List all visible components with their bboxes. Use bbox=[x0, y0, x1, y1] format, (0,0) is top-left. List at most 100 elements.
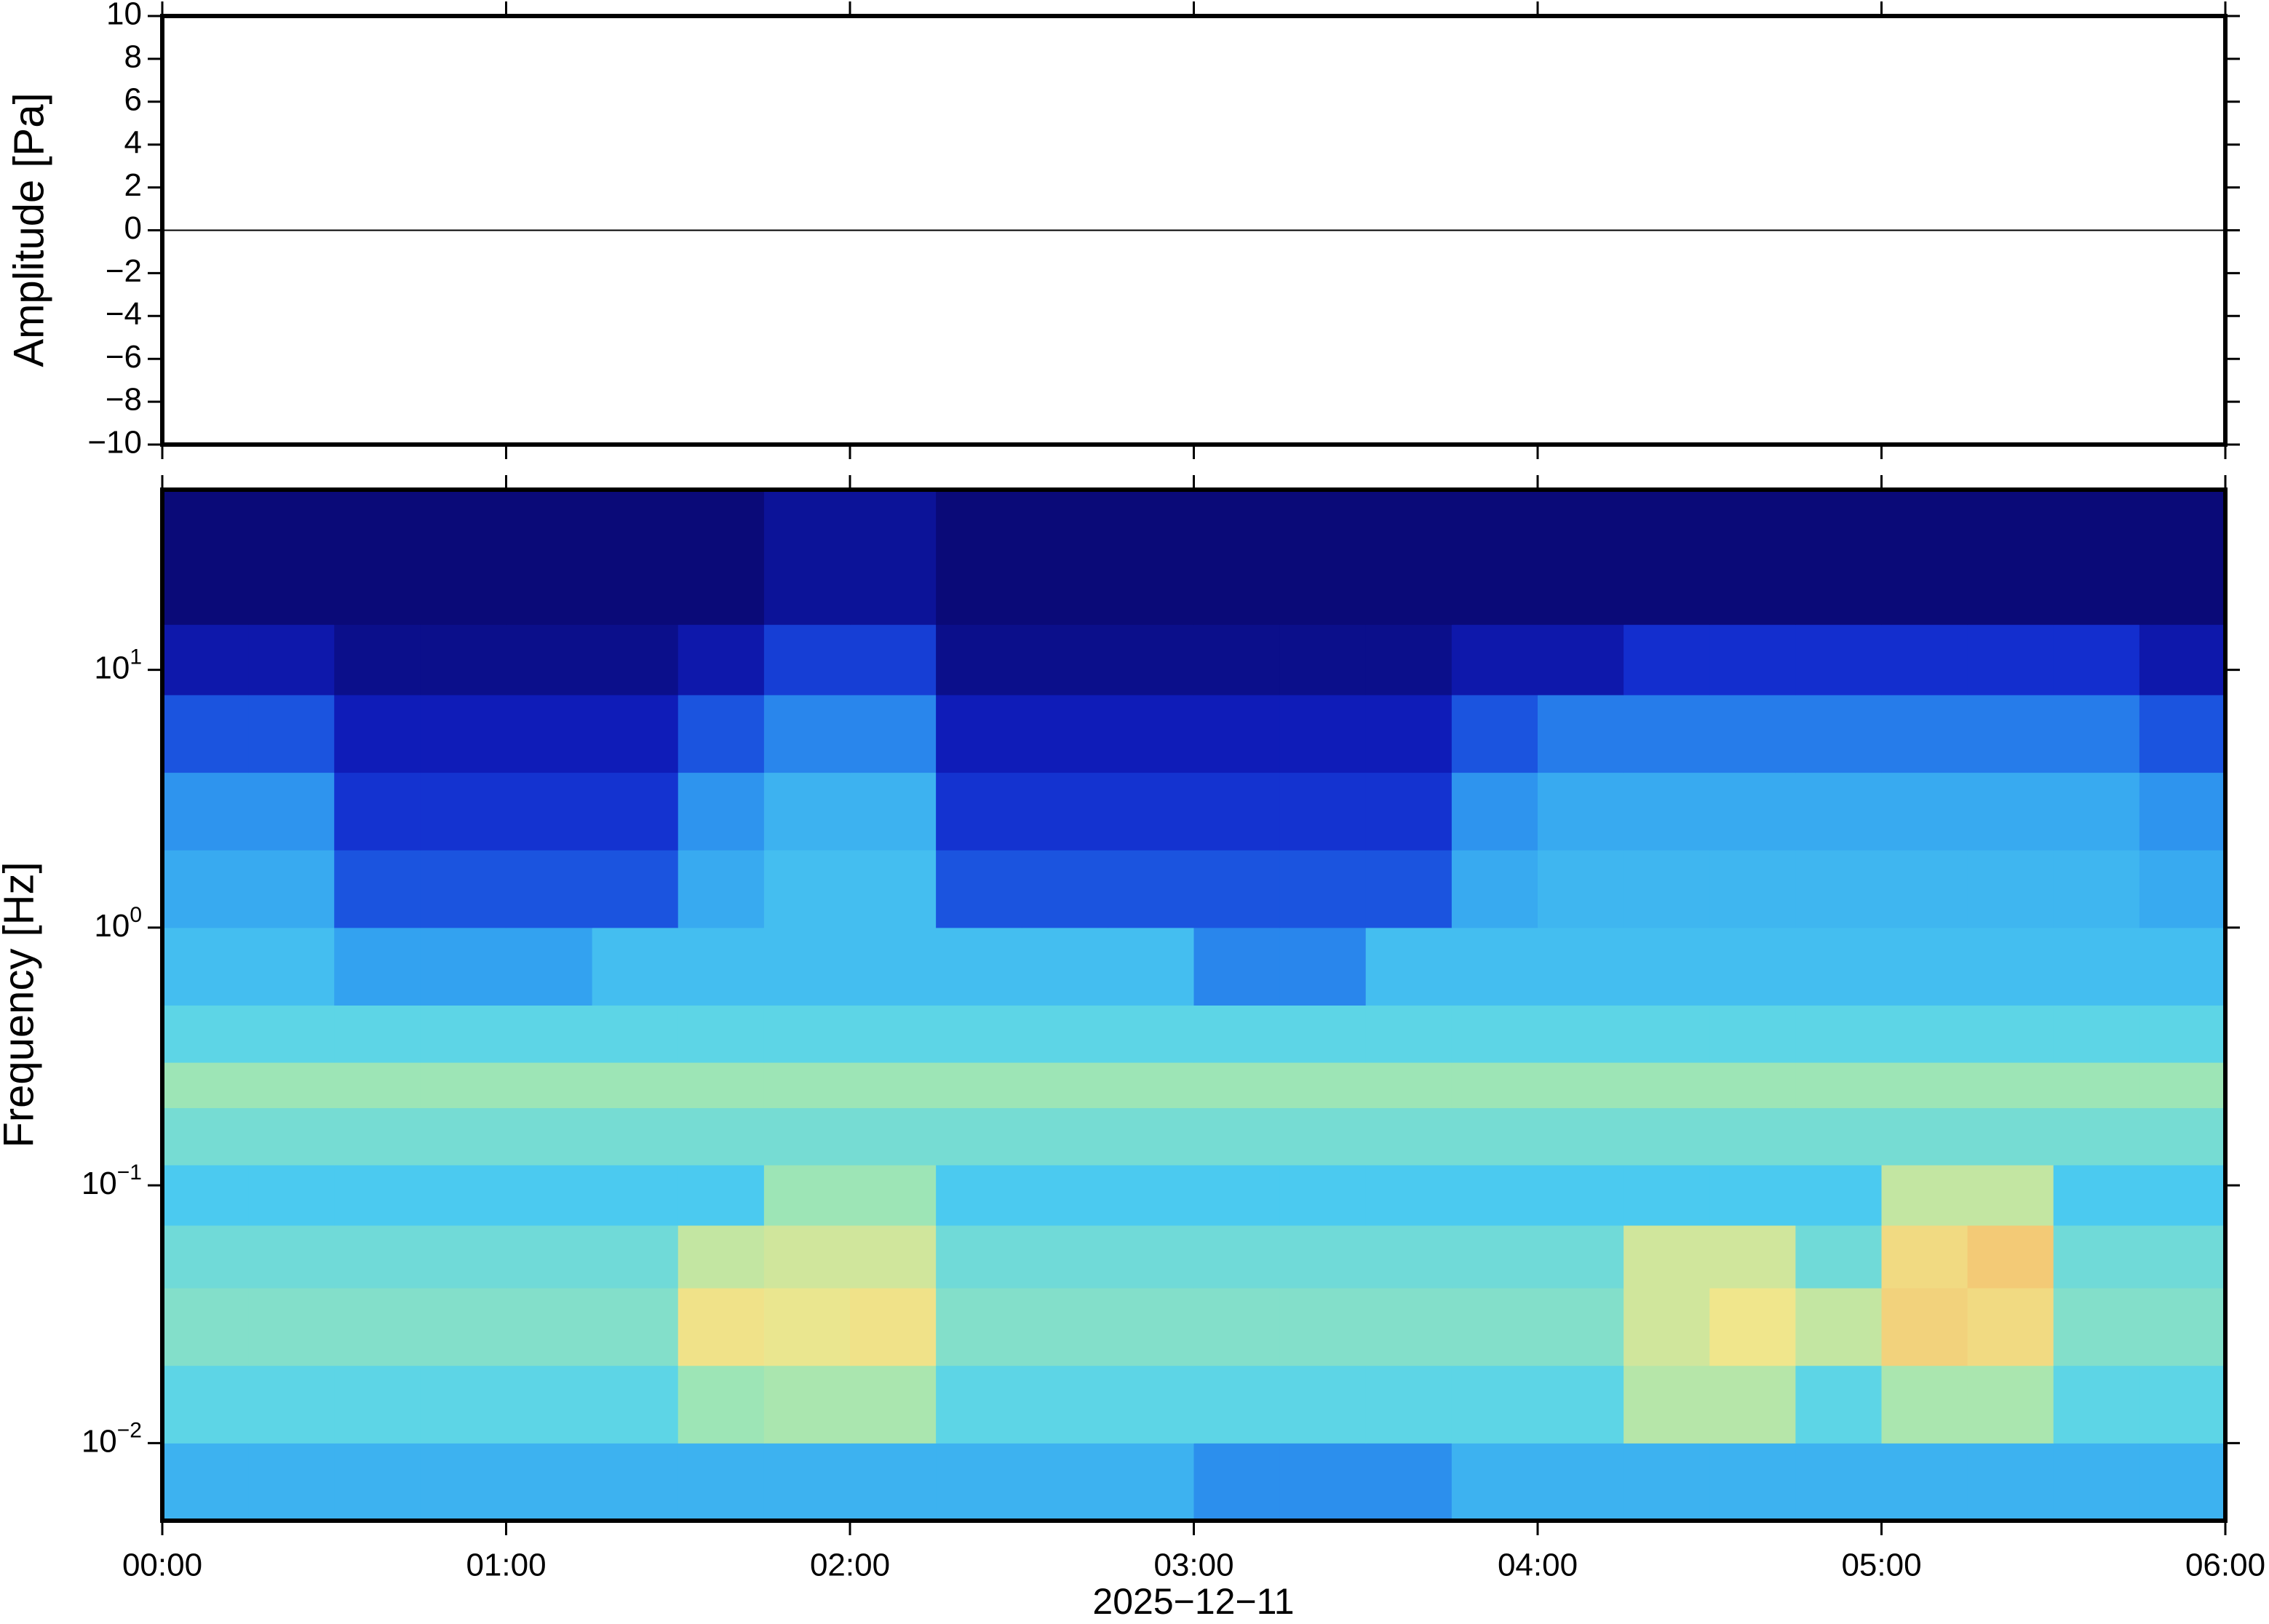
spectrogram-cell bbox=[334, 490, 421, 625]
spectrogram-cell bbox=[1193, 490, 1281, 625]
spectrogram-cell bbox=[506, 1165, 593, 1226]
spectrogram-cell bbox=[1108, 694, 1194, 773]
spectrogram-cell bbox=[1538, 1165, 1624, 1226]
spectrogram-cell bbox=[1193, 694, 1281, 773]
spectrogram-cell bbox=[1108, 1165, 1194, 1226]
spectrogram-cell bbox=[1279, 490, 1367, 625]
spectrogram-cell bbox=[334, 1365, 421, 1444]
spectrogram-cell bbox=[2139, 1288, 2225, 1366]
spectrogram-cell bbox=[1967, 490, 2054, 625]
spectrogram-cell bbox=[1624, 1365, 1710, 1444]
spectrogram-cell bbox=[1795, 927, 1882, 1006]
spectrogram-cell bbox=[1881, 1107, 1968, 1166]
spectrogram-cell bbox=[1279, 1107, 1367, 1166]
spectrogram-cell bbox=[334, 772, 421, 851]
spectrogram-cell bbox=[1451, 1107, 1538, 1166]
spectrogram-cell bbox=[1451, 927, 1538, 1006]
spectrogram-cell bbox=[850, 850, 937, 928]
spectrogram-cell bbox=[1967, 1225, 2054, 1289]
spectrogram-cell bbox=[1365, 772, 1453, 851]
spectrogram-cell bbox=[1279, 1288, 1367, 1366]
spectrogram-cell bbox=[850, 1225, 937, 1289]
spectrogram-cell bbox=[1709, 1365, 1796, 1444]
spectrogram-cell bbox=[1193, 772, 1281, 851]
spectrogram-cell bbox=[248, 1365, 335, 1444]
spectrogram-cell bbox=[592, 850, 679, 928]
spectrogram-cell bbox=[1967, 1443, 2054, 1521]
spectrogram-cell bbox=[1193, 1443, 1281, 1521]
spectrogram-cell bbox=[1709, 490, 1796, 625]
spectrogram-cell bbox=[936, 772, 1022, 851]
spectrogram-cell bbox=[1451, 1443, 1538, 1521]
spectrogram-cell bbox=[420, 1005, 506, 1063]
spectrogram-cell bbox=[248, 1288, 335, 1366]
x-tick-label: 06:00 bbox=[2185, 1548, 2265, 1583]
y-tick-label: 6 bbox=[124, 81, 142, 117]
spectrogram-cell bbox=[1881, 1165, 1968, 1226]
spectrogram-cell bbox=[1967, 772, 2054, 851]
spectrogram-cell bbox=[506, 850, 593, 928]
spectrogram-cell bbox=[2053, 850, 2140, 928]
spectrogram-cell bbox=[1709, 850, 1796, 928]
spectrogram-cell bbox=[1967, 1365, 2054, 1444]
spectrogram-cell bbox=[420, 1365, 506, 1444]
y-tick-base: 10 bbox=[82, 1423, 117, 1459]
spectrogram-cell bbox=[1967, 1107, 2054, 1166]
spectrogram-cell bbox=[2139, 1365, 2225, 1444]
y-tick-label: 2 bbox=[124, 167, 142, 203]
spectrogram-cell bbox=[506, 1365, 593, 1444]
spectrogram-cell bbox=[1451, 1288, 1538, 1366]
spectrogram-cell bbox=[763, 624, 851, 696]
spectrogram-cell bbox=[677, 1225, 765, 1289]
spectrogram-cell bbox=[592, 1288, 679, 1366]
spectrogram-cell bbox=[1365, 624, 1453, 696]
spectrogram-cell bbox=[1022, 694, 1108, 773]
spectrogram-cell bbox=[2053, 772, 2140, 851]
spectrogram-cell bbox=[1795, 1225, 1882, 1289]
spectrogram-cell bbox=[1022, 1005, 1108, 1063]
spectrogram-cell bbox=[420, 490, 506, 625]
spectrogram-cell bbox=[2139, 490, 2225, 625]
spectrogram-cell bbox=[506, 1062, 593, 1108]
spectrogram-cell bbox=[1279, 772, 1367, 851]
spectrogram-cell bbox=[850, 1005, 937, 1063]
spectrogram-cell bbox=[420, 694, 506, 773]
spectrogram-cell bbox=[1538, 1107, 1624, 1166]
spectrogram-cell bbox=[1624, 1107, 1710, 1166]
spectrogram-cell bbox=[1538, 927, 1624, 1006]
spectrogram-cell bbox=[1967, 694, 2054, 773]
spectrogram-cell bbox=[1881, 1062, 1968, 1108]
spectrogram-cell bbox=[1795, 1165, 1882, 1226]
spectrogram-cell bbox=[162, 1062, 249, 1108]
spectrogram-cell bbox=[1193, 1288, 1281, 1366]
spectrogram-cell bbox=[506, 490, 593, 625]
spectrogram-cell bbox=[936, 1288, 1022, 1366]
spectrogram-cell bbox=[1365, 1443, 1453, 1521]
spectrogram-cell bbox=[1022, 772, 1108, 851]
y-tick-label: −4 bbox=[106, 296, 142, 332]
spectrogram-cell bbox=[1365, 1107, 1453, 1166]
spectrogram-cell bbox=[763, 1107, 851, 1166]
spectrogram-cell bbox=[936, 694, 1022, 773]
spectrogram-cell bbox=[1795, 1005, 1882, 1063]
spectrogram-cell bbox=[677, 1288, 765, 1366]
spectrogram-cell bbox=[592, 1365, 679, 1444]
spectrogram-cell bbox=[1451, 1062, 1538, 1108]
spectrogram-cell bbox=[1624, 490, 1710, 625]
y-tick-label: −2 bbox=[106, 253, 142, 289]
spectrogram-cell bbox=[1108, 490, 1194, 625]
spectrogram-cell bbox=[936, 1365, 1022, 1444]
spectrogram-cell bbox=[1451, 772, 1538, 851]
spectrogram-cell bbox=[850, 1107, 937, 1166]
spectrogram-cell bbox=[1108, 1443, 1194, 1521]
spectrogram-cell bbox=[506, 694, 593, 773]
spectrogram-cell bbox=[1624, 1225, 1710, 1289]
spectrogram-cell bbox=[506, 1005, 593, 1063]
spectrogram-cell bbox=[1279, 1365, 1367, 1444]
spectrogram-cell bbox=[1538, 490, 1624, 625]
spectrogram-cell bbox=[1967, 850, 2054, 928]
spectrogram-cell bbox=[1193, 850, 1281, 928]
spectrogram-cell bbox=[162, 1005, 249, 1063]
spectrogram-cell bbox=[1022, 1165, 1108, 1226]
